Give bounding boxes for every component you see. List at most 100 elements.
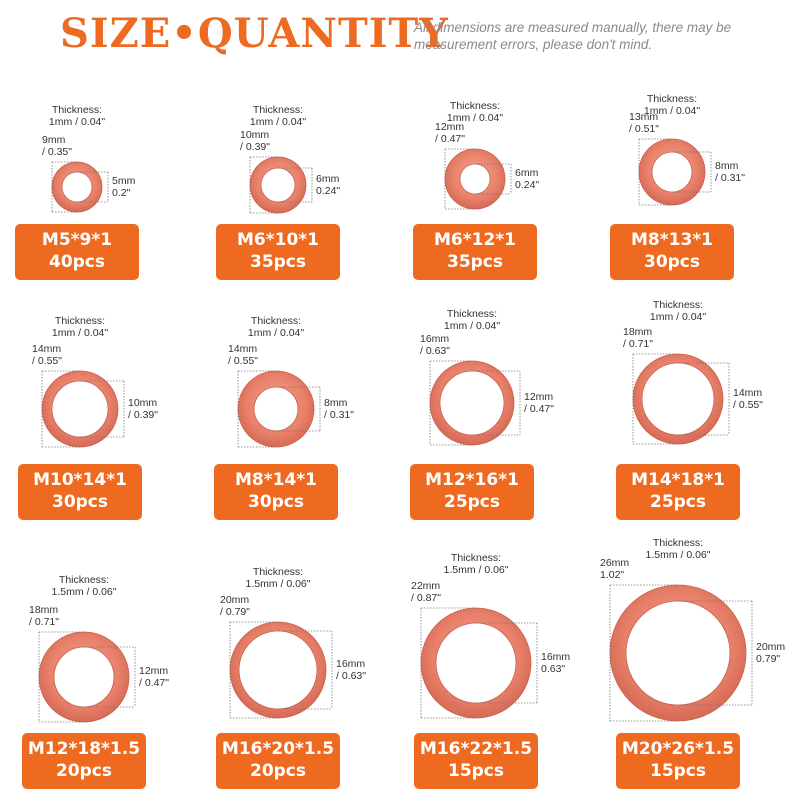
size-quantity-badge: M6*12*1 35pcs bbox=[413, 224, 537, 280]
thickness-title: Thickness: bbox=[652, 299, 704, 311]
inner-diameter-in: / 0.47" bbox=[139, 677, 169, 689]
copper-washer bbox=[41, 370, 125, 448]
thickness-value: 1.5mm / 0.06" bbox=[51, 586, 117, 598]
size-quantity-badge: M16*22*1.5 15pcs bbox=[414, 733, 538, 789]
inner-diameter-label: 10mm/ 0.39" bbox=[128, 397, 158, 421]
thickness-value: 1mm / 0.04" bbox=[48, 116, 106, 128]
washer-ring bbox=[420, 607, 532, 719]
inner-diameter-label: 6mm 0.24" bbox=[515, 167, 539, 191]
copper-washer bbox=[229, 621, 333, 719]
thickness-label: Thickness: 1.5mm / 0.06" bbox=[218, 566, 338, 590]
copper-washer bbox=[429, 360, 521, 446]
outer-diameter-in: / 0.55" bbox=[228, 355, 258, 367]
outer-diameter-label: 18mm/ 0.71" bbox=[29, 604, 59, 628]
outer-diameter-in: / 0.47" bbox=[435, 133, 465, 145]
outer-diameter-label: 20mm/ 0.79" bbox=[220, 594, 250, 618]
thickness-label: Thickness: 1mm / 0.04" bbox=[218, 104, 338, 128]
inner-diameter-mm: 6mm bbox=[515, 167, 539, 179]
outer-diameter-label: 12mm/ 0.47" bbox=[435, 121, 465, 145]
outer-diameter-mm: 14mm bbox=[32, 343, 62, 355]
inner-diameter-in: / 0.39" bbox=[128, 409, 158, 421]
quantity: 40pcs bbox=[48, 252, 106, 272]
outer-diameter-mm: 20mm bbox=[220, 594, 250, 606]
thickness-label: Thickness: 1mm / 0.04" bbox=[216, 315, 336, 339]
washer-ring bbox=[38, 631, 130, 723]
copper-washer bbox=[444, 148, 512, 210]
outer-diameter-in: / 0.87" bbox=[411, 592, 441, 604]
inner-diameter-mm: 14mm bbox=[733, 387, 763, 399]
copper-washer bbox=[609, 584, 753, 722]
inner-diameter-in: 0.2" bbox=[112, 187, 131, 199]
quantity: 25pcs bbox=[443, 492, 501, 512]
inner-diameter-mm: 6mm bbox=[316, 173, 340, 185]
outer-diameter-mm: 13mm bbox=[629, 111, 659, 123]
inner-diameter-mm: 16mm bbox=[541, 651, 571, 663]
outer-diameter-mm: 14mm bbox=[228, 343, 258, 355]
size-code: M12*16*1 bbox=[425, 470, 519, 490]
inner-diameter-in: / 0.63" bbox=[336, 670, 366, 682]
inner-diameter-mm: 8mm bbox=[715, 160, 739, 172]
outer-diameter-in: / 0.35" bbox=[42, 146, 72, 158]
copper-washer bbox=[249, 156, 313, 214]
size-code: M16*20*1.5 bbox=[221, 739, 335, 759]
thickness-title: Thickness: bbox=[252, 104, 304, 116]
outer-diameter-mm: 10mm bbox=[240, 129, 270, 141]
copper-washer bbox=[237, 370, 321, 448]
outer-diameter-mm: 18mm bbox=[29, 604, 59, 616]
size-code: M20*26*1.5 bbox=[621, 739, 735, 759]
thickness-label: Thickness: 1.5mm / 0.06" bbox=[24, 574, 144, 598]
outer-diameter-mm: 9mm bbox=[42, 134, 66, 146]
inner-diameter-mm: 5mm bbox=[112, 175, 136, 187]
inner-diameter-label: 5mm 0.2" bbox=[112, 175, 135, 199]
inner-diameter-in: / 0.47" bbox=[524, 403, 554, 415]
copper-washer bbox=[38, 631, 136, 723]
size-code: M5*9*1 bbox=[41, 230, 113, 250]
outer-diameter-label: 18mm/ 0.71" bbox=[623, 326, 653, 350]
washer-ring bbox=[249, 156, 307, 214]
thickness-label: Thickness: 1.5mm / 0.06" bbox=[416, 552, 536, 576]
outer-diameter-label: 13mm/ 0.51" bbox=[629, 111, 659, 135]
size-code: M16*22*1.5 bbox=[419, 739, 533, 759]
header: SIZE•QUANTITY All dimensions are measure… bbox=[0, 0, 800, 70]
inner-diameter-label: 14mm/ 0.55" bbox=[733, 387, 763, 411]
washer-ring bbox=[229, 621, 327, 719]
inner-diameter-in: / 0.55" bbox=[733, 399, 763, 411]
quantity: 25pcs bbox=[649, 492, 707, 512]
inner-diameter-mm: 8mm bbox=[324, 397, 348, 409]
quantity: 15pcs bbox=[649, 761, 707, 781]
quantity: 30pcs bbox=[51, 492, 109, 512]
quantity: 20pcs bbox=[249, 761, 307, 781]
size-quantity-badge: M12*16*1 25pcs bbox=[410, 464, 534, 520]
outer-diameter-label: 9mm/ 0.35" bbox=[42, 134, 72, 158]
quantity: 35pcs bbox=[446, 252, 504, 272]
thickness-value: 1.5mm / 0.06" bbox=[245, 578, 311, 590]
outer-diameter-mm: 22mm bbox=[411, 580, 441, 592]
thickness-title: Thickness: bbox=[652, 537, 704, 549]
inner-diameter-in: / 0.31" bbox=[715, 172, 745, 184]
copper-washer bbox=[420, 607, 538, 719]
thickness-title: Thickness: bbox=[449, 100, 501, 112]
inner-diameter-mm: 12mm bbox=[139, 665, 169, 677]
washer-ring bbox=[237, 370, 315, 448]
size-quantity-badge: M14*18*1 25pcs bbox=[616, 464, 740, 520]
size-code: M6*10*1 bbox=[236, 230, 319, 250]
thickness-title: Thickness: bbox=[51, 104, 103, 116]
inner-diameter-in: / 0.31" bbox=[324, 409, 354, 421]
size-quantity-badge: M16*20*1.5 20pcs bbox=[216, 733, 340, 789]
thickness-label: Thickness: 1mm / 0.04" bbox=[20, 315, 140, 339]
inner-diameter-label: 8mm/ 0.31" bbox=[715, 160, 745, 184]
quantity: 20pcs bbox=[55, 761, 113, 781]
thickness-label: Thickness: 1mm / 0.04" bbox=[415, 100, 535, 124]
outer-diameter-label: 16mm/ 0.63" bbox=[420, 333, 450, 357]
size-quantity-badge: M10*14*1 30pcs bbox=[18, 464, 142, 520]
size-quantity-badge: M6*10*1 35pcs bbox=[216, 224, 340, 280]
thickness-value: 1mm / 0.04" bbox=[247, 327, 305, 339]
outer-diameter-label: 10mm/ 0.39" bbox=[240, 129, 270, 153]
washer-ring bbox=[51, 161, 103, 213]
thickness-title: Thickness: bbox=[54, 315, 106, 327]
inner-diameter-label: 6mm 0.24" bbox=[316, 173, 340, 197]
outer-diameter-in: 1.02" bbox=[600, 569, 625, 581]
inner-diameter-mm: 12mm bbox=[524, 391, 554, 403]
inner-diameter-label: 12mm/ 0.47" bbox=[524, 391, 554, 415]
thickness-value: 1mm / 0.04" bbox=[643, 105, 701, 117]
